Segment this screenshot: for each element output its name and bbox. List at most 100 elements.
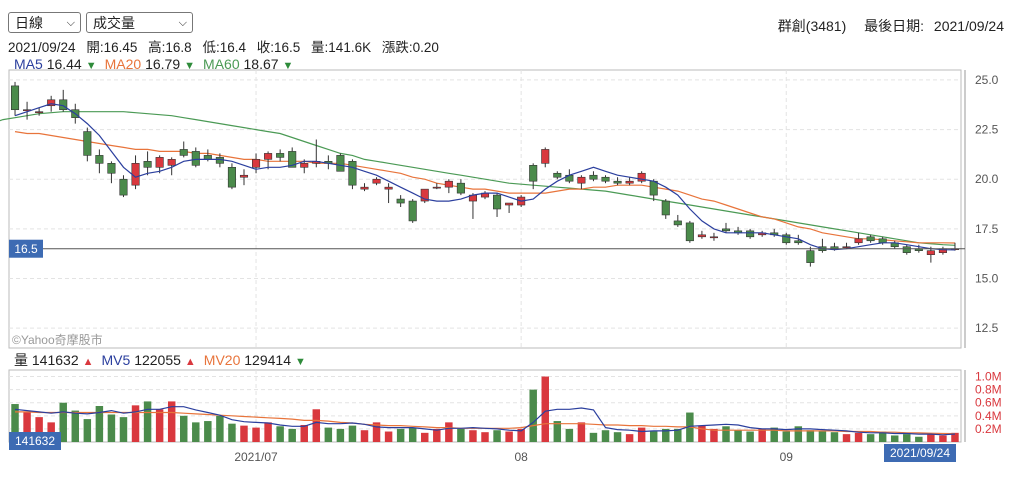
candle bbox=[589, 171, 598, 182]
candle bbox=[541, 147, 550, 168]
candle-body bbox=[842, 246, 851, 249]
candle-body bbox=[661, 200, 670, 216]
volume-bar bbox=[577, 422, 586, 442]
stock-name: 群創(3481) bbox=[777, 18, 847, 34]
volume-bar bbox=[179, 415, 188, 442]
volume-legend-mv5: MV5 122055 ▲ bbox=[102, 352, 196, 368]
volume-ma-legend: 量 141632 ▲ MV5 122055 ▲ MV20 129414 ▼ bbox=[8, 350, 306, 370]
candle bbox=[372, 177, 381, 186]
candle-body bbox=[179, 149, 188, 156]
volume-bar bbox=[890, 435, 899, 442]
candle bbox=[312, 139, 321, 168]
candle bbox=[782, 232, 791, 245]
price-legend-ma20: MA20 16.79 ▼ bbox=[105, 56, 195, 72]
volume-bar bbox=[408, 427, 417, 442]
volume-legend-量: 量 141632 ▲ bbox=[14, 352, 94, 368]
stock-header: 群創(3481) 最後日期: 2021/09/24 bbox=[772, 16, 1004, 36]
candle-body bbox=[239, 174, 249, 178]
info-volume: 量:141.6K bbox=[311, 40, 372, 55]
volume-bar bbox=[192, 422, 200, 442]
candle bbox=[227, 163, 236, 190]
candle bbox=[842, 242, 851, 249]
period-select-value: 日線 bbox=[15, 15, 43, 31]
volume-bar bbox=[565, 428, 574, 442]
volume-bar bbox=[517, 428, 525, 442]
price-tick-label: 12.5 bbox=[975, 321, 999, 335]
candle-body bbox=[119, 178, 128, 196]
candle bbox=[577, 175, 586, 190]
period-select[interactable]: 日線 ⌵ bbox=[8, 12, 81, 33]
volume-bar bbox=[384, 431, 393, 442]
candle bbox=[276, 149, 285, 162]
volume-bar bbox=[637, 427, 646, 442]
candle bbox=[854, 232, 863, 245]
candle-body bbox=[553, 172, 562, 178]
volume-bar bbox=[842, 434, 851, 442]
candle-body bbox=[252, 159, 261, 168]
volume-bar bbox=[348, 425, 357, 442]
volume-bar bbox=[143, 401, 152, 442]
price-tick-label: 25.0 bbox=[975, 73, 999, 87]
volume-bar bbox=[300, 424, 308, 442]
candle bbox=[432, 183, 441, 190]
candle bbox=[505, 202, 514, 213]
triangle-down-icon: ▼ bbox=[85, 60, 97, 72]
candle-body bbox=[649, 180, 658, 196]
candle bbox=[746, 228, 755, 239]
volume-bar bbox=[276, 426, 284, 442]
current-date-badge bbox=[884, 444, 956, 462]
volume-bar bbox=[794, 426, 803, 442]
candle-body bbox=[794, 240, 803, 244]
volume-bar bbox=[915, 436, 923, 442]
candle-body bbox=[408, 200, 417, 222]
volume-bar bbox=[770, 427, 778, 442]
candle bbox=[890, 240, 899, 249]
ma20-line bbox=[14, 131, 956, 244]
candle bbox=[697, 230, 706, 239]
indicator-select[interactable]: 成交量 ⌵ bbox=[86, 12, 193, 33]
candle bbox=[35, 107, 44, 116]
last-date: 2021/09/24 bbox=[933, 18, 1004, 34]
volume-bar bbox=[806, 430, 815, 442]
volume-bar bbox=[240, 425, 248, 442]
volume-bar bbox=[228, 423, 236, 442]
candle-body bbox=[384, 186, 393, 190]
candle bbox=[709, 232, 718, 241]
price-ma-legend: MA5 16.44 ▼ MA20 16.79 ▼ MA60 18.67 ▼ bbox=[8, 56, 293, 72]
candle bbox=[119, 175, 128, 198]
volume-bar bbox=[951, 432, 959, 442]
volume-bar bbox=[698, 425, 706, 442]
volume-bar bbox=[469, 430, 477, 442]
candle-body bbox=[336, 155, 345, 172]
volume-bar bbox=[457, 428, 465, 442]
candle-body bbox=[697, 234, 706, 238]
volume-bar bbox=[264, 422, 272, 442]
candle bbox=[637, 171, 646, 184]
candle bbox=[685, 220, 694, 243]
info-high: 高:16.8 bbox=[148, 40, 192, 55]
volume-bar bbox=[662, 428, 670, 442]
volume-tick-label: 0.4M bbox=[975, 409, 1002, 423]
volume-bar bbox=[878, 431, 887, 442]
indicator-select-value: 成交量 bbox=[93, 15, 135, 31]
candle-body bbox=[613, 180, 622, 184]
candle bbox=[673, 214, 682, 227]
price-tick-label: 15.0 bbox=[975, 272, 999, 286]
volume-bar bbox=[95, 406, 104, 442]
info-low: 低:16.4 bbox=[202, 40, 246, 55]
candle-body bbox=[709, 236, 718, 239]
price-legend-value: 16.79 bbox=[145, 56, 181, 72]
candle bbox=[553, 171, 562, 180]
ma60-line bbox=[0, 111, 956, 246]
volume-bar bbox=[866, 434, 875, 442]
price-legend-value: 16.44 bbox=[46, 56, 82, 72]
date-tick-label: 09 bbox=[780, 450, 794, 464]
volume-bar bbox=[216, 415, 224, 442]
candle bbox=[59, 89, 68, 112]
volume-bar bbox=[71, 410, 80, 442]
volume-bar bbox=[119, 417, 128, 442]
date-tick-label: 2021/07 bbox=[234, 450, 278, 464]
candle-body bbox=[637, 172, 646, 182]
volume-bar bbox=[433, 428, 441, 442]
